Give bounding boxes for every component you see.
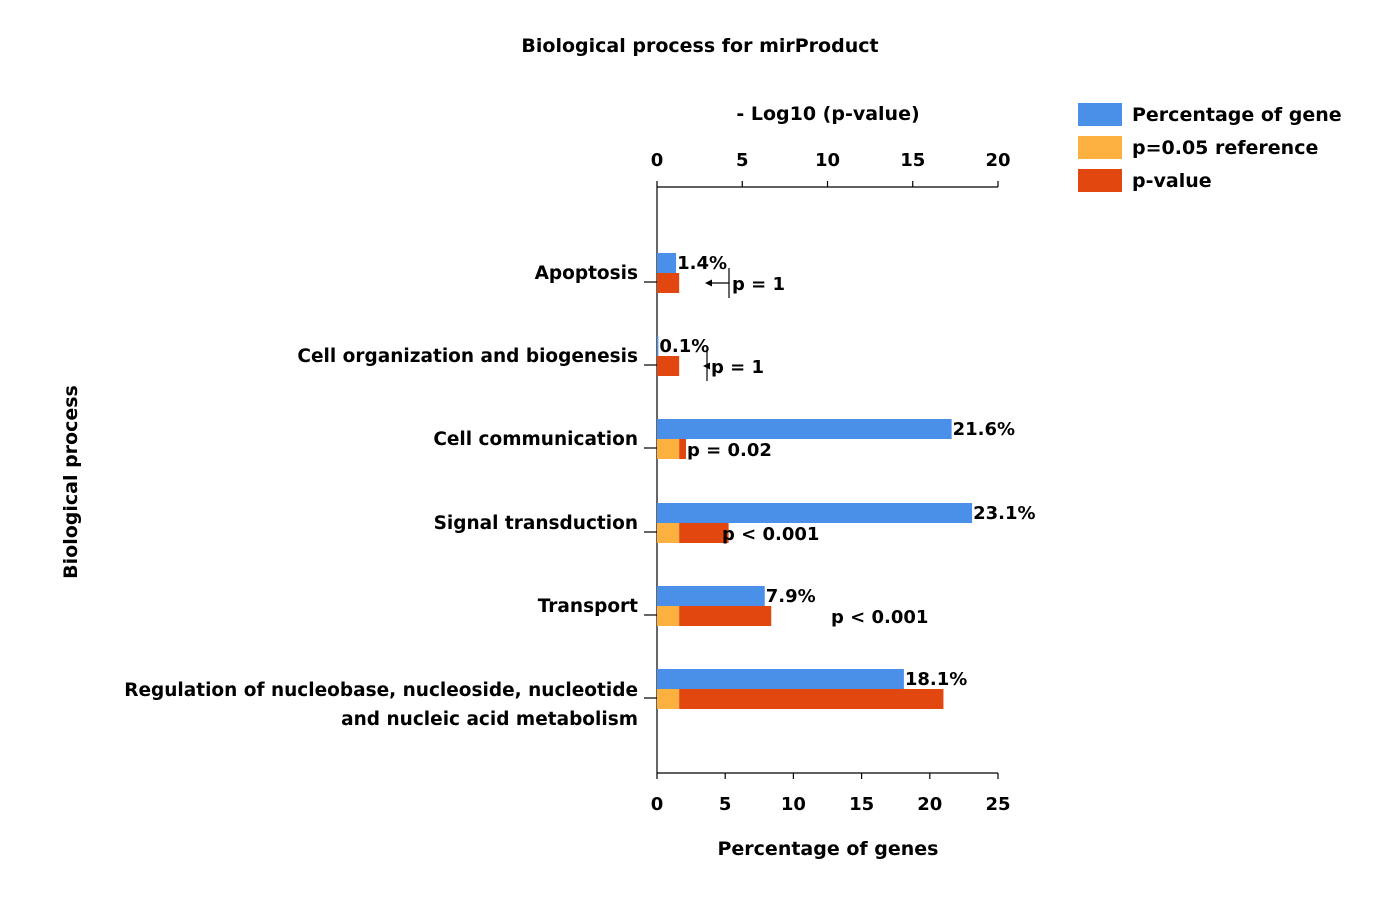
category-label: Signal transduction bbox=[434, 513, 638, 534]
top-tick-label: 20 bbox=[985, 150, 1010, 171]
legend-swatch bbox=[1078, 103, 1122, 126]
category-label-line: Signal transduction bbox=[434, 513, 638, 534]
pvalue-label: p < 0.001 bbox=[722, 524, 819, 545]
bar-pvalue bbox=[657, 273, 680, 293]
bottom-tick-label: 5 bbox=[719, 794, 732, 815]
legend-swatch bbox=[1078, 136, 1122, 159]
bottom-tick-label: 0 bbox=[651, 794, 664, 815]
bottom-tick-label: 15 bbox=[849, 794, 874, 815]
bar-pvalue bbox=[657, 356, 680, 376]
bar-percentage bbox=[657, 253, 677, 273]
percentage-label: 23.1% bbox=[973, 503, 1035, 524]
bar-reference bbox=[657, 606, 680, 626]
y-axis-title: Biological process bbox=[60, 385, 82, 579]
reference-arrow-head bbox=[703, 362, 710, 370]
bar-pvalue bbox=[679, 606, 772, 626]
bar-percentage bbox=[657, 336, 659, 356]
top-tick-label: 15 bbox=[900, 150, 925, 171]
percentage-label: 21.6% bbox=[953, 419, 1015, 440]
bottom-tick-label: 25 bbox=[985, 794, 1010, 815]
category-label: Transport bbox=[538, 596, 638, 617]
data-labels: 1.4% 0.1% 21.6% 23.1% 7.9% 18.1% p = 1 p = 1 p =… bbox=[659, 253, 1035, 690]
category-label: Cell organization and biogenesis bbox=[297, 346, 638, 367]
category-label: Apoptosis bbox=[535, 263, 638, 284]
top-axis-title: - Log10 (p-value) bbox=[736, 103, 919, 125]
bottom-tick-label: 20 bbox=[917, 794, 942, 815]
bottom-axis-title: Percentage of genes bbox=[717, 838, 938, 860]
bar-percentage bbox=[657, 669, 904, 689]
percentage-label: 0.1% bbox=[659, 336, 709, 357]
category-label-line: Cell communication bbox=[433, 429, 638, 450]
category-label-line: Cell organization and biogenesis bbox=[297, 346, 638, 367]
bar-percentage bbox=[657, 586, 765, 606]
legend: Percentage of gene p=0.05 reference p-valu… bbox=[1078, 103, 1342, 192]
bottom-tick-label: 10 bbox=[781, 794, 806, 815]
axes: 0 5 10 15 20 0 5 10 15 20 25 Apoptosis Cell organiza… bbox=[124, 150, 1010, 815]
bar-reference bbox=[657, 689, 680, 709]
category-label-line: Apoptosis bbox=[535, 263, 638, 284]
pvalue-label: p = 1 bbox=[711, 357, 764, 378]
bar-percentage bbox=[657, 419, 952, 439]
legend-label: p-value bbox=[1132, 170, 1212, 192]
category-label-line: Regulation of nucleobase, nucleoside, nu… bbox=[124, 680, 638, 701]
category-label: Cell communication bbox=[433, 429, 638, 450]
bar-percentage bbox=[657, 503, 973, 523]
bar-pvalue bbox=[679, 439, 686, 459]
category-label-line: Transport bbox=[538, 596, 638, 617]
legend-swatch bbox=[1078, 169, 1122, 192]
pvalue-label: p = 0.02 bbox=[687, 440, 772, 461]
percentage-label: 1.4% bbox=[677, 253, 727, 274]
bar-reference bbox=[657, 523, 680, 543]
bars bbox=[657, 253, 973, 709]
pvalue-label: p = 1 bbox=[732, 274, 785, 295]
category-label: Regulation of nucleobase, nucleoside, nu… bbox=[124, 680, 638, 730]
top-tick-label: 5 bbox=[736, 150, 749, 171]
bar-pvalue bbox=[679, 523, 729, 543]
legend-label: p=0.05 reference bbox=[1132, 137, 1318, 159]
bar-pvalue bbox=[679, 689, 944, 709]
category-label-line: and nucleic acid metabolism bbox=[341, 709, 638, 730]
legend-label: Percentage of gene bbox=[1132, 104, 1342, 126]
top-tick-label: 10 bbox=[815, 150, 840, 171]
reference-arrow-head bbox=[705, 279, 712, 287]
chart-title: Biological process for mirProduct bbox=[521, 35, 878, 57]
percentage-label: 7.9% bbox=[766, 586, 816, 607]
pvalue-label: p < 0.001 bbox=[831, 607, 928, 628]
percentage-label: 18.1% bbox=[905, 669, 967, 690]
top-tick-label: 0 bbox=[651, 150, 664, 171]
bar-reference bbox=[657, 439, 680, 459]
